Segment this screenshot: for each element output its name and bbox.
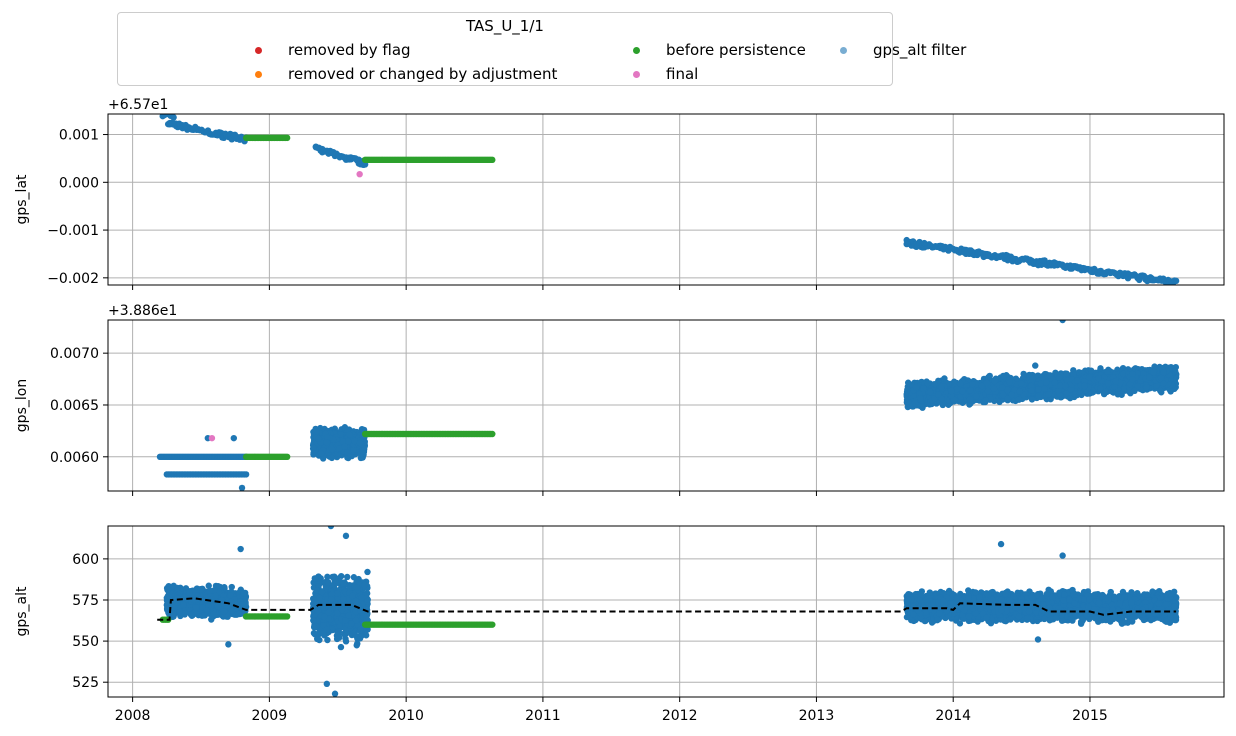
filter-point [1063, 389, 1071, 397]
filter-point [986, 372, 993, 380]
filter-point [1066, 394, 1074, 402]
filter-point [1055, 374, 1063, 381]
filter-point [1134, 383, 1141, 390]
axis-offset-label: +6.57e1 [108, 97, 168, 113]
filter-point [343, 448, 351, 456]
filter-point [1020, 370, 1027, 378]
plot-area [159, 114, 1180, 285]
filter-point [1011, 386, 1018, 394]
filter-point [170, 114, 177, 121]
filter-point [242, 471, 250, 478]
filter-point [1035, 385, 1042, 393]
filter-point [336, 445, 343, 452]
filter-point [310, 444, 317, 452]
final-point [356, 170, 363, 178]
legend-label: removed by flag [288, 41, 411, 59]
legend-item-final: final [633, 65, 699, 83]
filter-point [904, 379, 912, 386]
filter-point [1143, 384, 1151, 391]
y-tick-label: −0.002 [47, 271, 99, 287]
filter-point [356, 439, 364, 447]
legend-label: final [666, 65, 699, 83]
axes-frame [107, 113, 1225, 286]
y-axis-label: gps_lat [14, 174, 30, 225]
y-tick-label: 0.001 [59, 128, 99, 144]
legend-marker-blue [840, 47, 847, 54]
filter-point [1028, 396, 1036, 403]
filter-point [1153, 382, 1160, 389]
legend: TAS_U_1/1 removed by flag removed or cha… [117, 12, 966, 86]
legend-item-removed-or-changed: removed or changed by adjustment [255, 65, 558, 83]
legend-item-before-persistence: before persistence [633, 41, 806, 59]
legend-marker-orange [255, 71, 262, 78]
legend-item-removed-by-flag: removed by flag [255, 41, 411, 59]
filter-point [1035, 393, 1042, 400]
legend-title: TAS_U_1/1 [466, 17, 544, 35]
filter-point [313, 427, 320, 435]
filter-point [1063, 370, 1070, 377]
plot-area [156, 320, 1180, 491]
before-persistence-point [489, 156, 496, 164]
filter-point [350, 446, 357, 453]
filter-point [956, 380, 964, 387]
filter-point [346, 431, 353, 439]
filter-point [315, 435, 322, 443]
filter-point [323, 439, 330, 446]
filter-point [341, 443, 349, 450]
filter-point [931, 381, 938, 388]
filter-point [317, 450, 325, 457]
legend-label: removed or changed by adjustment [288, 65, 558, 83]
filter-point [345, 438, 352, 445]
filter-point [351, 437, 358, 445]
filter-point [1102, 388, 1109, 395]
filter-point [1156, 387, 1164, 394]
y-tick-label: 0.000 [59, 175, 99, 191]
filter-point [1015, 396, 1023, 403]
filter-point [1097, 365, 1104, 372]
y-tick-label: −0.001 [47, 223, 99, 239]
legend-marker-red [255, 47, 262, 54]
legend-item-gps-alt-filter: gps_alt filter [840, 41, 967, 59]
filter-point [1087, 367, 1095, 374]
filter-point [924, 380, 932, 387]
before-persistence-point [283, 134, 291, 142]
filter-point [319, 455, 327, 462]
legend-label: gps_alt filter [873, 41, 967, 59]
legend-marker-pink [633, 71, 640, 78]
filter-point [328, 445, 336, 453]
legend-label: before persistence [666, 41, 806, 59]
filter-point [1172, 277, 1180, 285]
filter-point [344, 426, 351, 433]
filter-point [328, 454, 336, 462]
legend-marker-green [633, 47, 640, 54]
filter-point [1000, 372, 1007, 380]
